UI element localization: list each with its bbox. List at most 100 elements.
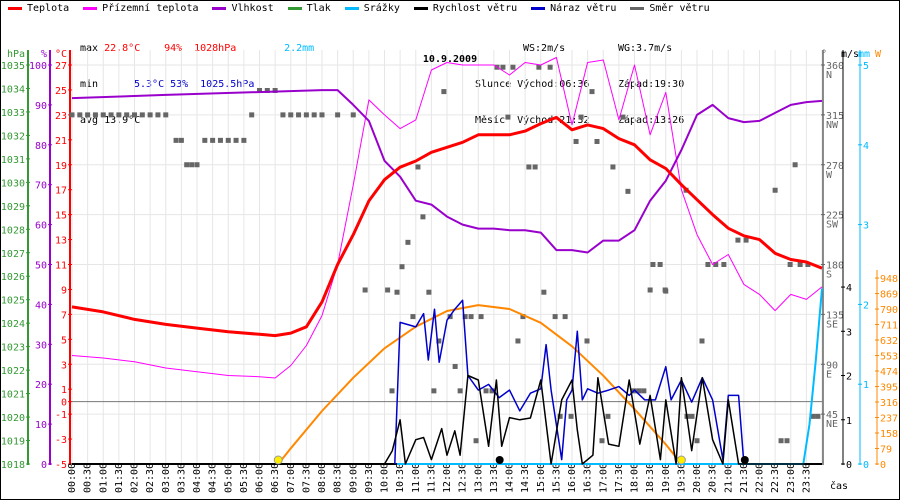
x-tick-label: 10:30 bbox=[395, 463, 406, 493]
direction-compass-label: W bbox=[826, 170, 833, 181]
wind-direction-point bbox=[599, 438, 605, 444]
pressure-tick-label: 1024 bbox=[1, 319, 25, 330]
legend-swatch bbox=[630, 7, 645, 10]
temperature-tick-label: 23 bbox=[55, 111, 67, 122]
wind-direction-point bbox=[536, 64, 542, 70]
x-tick-label: 02:00 bbox=[130, 463, 141, 493]
astro-block-right: WG:3.7m/s Západ:19:30 Západ:13:26 bbox=[618, 19, 684, 139]
wind-direction-point bbox=[541, 289, 547, 295]
temperature-axis-unit: °C bbox=[55, 49, 67, 60]
legend: Teplota Přízemní teplota Vlhkost Tlak Srážky… bbox=[8, 3, 724, 14]
wind-direction-point bbox=[650, 262, 656, 267]
legend-label: Náraz větru bbox=[550, 3, 617, 14]
wind-tick-label: 4 bbox=[846, 283, 852, 294]
x-tick-label: 07:30 bbox=[301, 463, 312, 493]
ws-row: WS:2m/s bbox=[523, 43, 589, 55]
wind-direction-point bbox=[108, 112, 114, 118]
legend-swatch bbox=[83, 7, 98, 10]
moonrise-marker bbox=[740, 456, 749, 464]
solar-tick-label: 79 bbox=[880, 445, 892, 456]
wind-direction-point bbox=[280, 112, 286, 118]
direction-compass-label: N bbox=[826, 70, 832, 81]
temperature-tick-label: 7 bbox=[61, 310, 67, 321]
legend-swatch bbox=[212, 7, 227, 10]
x-tick-label: 18:30 bbox=[645, 463, 656, 493]
temperature-tick-label: 5 bbox=[61, 335, 67, 346]
wind-direction-point bbox=[699, 338, 705, 344]
temperature-tick-label: 27 bbox=[55, 61, 67, 72]
wind-direction-point bbox=[489, 388, 495, 394]
x-tick-label: 21:00 bbox=[723, 463, 734, 493]
sun-row: Slunce Východ:06:36 bbox=[475, 79, 589, 91]
rain-tick-label: 2 bbox=[863, 300, 869, 311]
direction-compass-label: E bbox=[826, 369, 832, 380]
wind-direction-point bbox=[194, 162, 200, 168]
x-tick-label: 12:30 bbox=[458, 463, 469, 493]
direction-tick-label: 135 bbox=[826, 310, 844, 321]
wind-direction-point bbox=[452, 363, 458, 369]
humidity-tick-label: 30 bbox=[35, 340, 47, 351]
legend-item: Srážky bbox=[344, 3, 400, 14]
moonrise-time: Východ:21:32 bbox=[517, 115, 590, 126]
direction-compass-label: NE bbox=[826, 419, 838, 430]
temperature-tick-label: 9 bbox=[61, 285, 67, 296]
wind-direction-point bbox=[420, 214, 426, 220]
series-line-slune-n-z-en- bbox=[277, 304, 683, 465]
rain-tick-label: 3 bbox=[863, 221, 869, 232]
chart-title: 10.9.2009 bbox=[423, 54, 477, 65]
x-tick-label: 03:30 bbox=[176, 463, 187, 493]
humidity-tick-label: 0 bbox=[41, 460, 47, 471]
x-axis-label: čas bbox=[830, 480, 848, 492]
rain-tick-label: 5 bbox=[863, 61, 869, 72]
wind-direction-point bbox=[225, 137, 231, 143]
pressure-tick-label: 1029 bbox=[1, 202, 25, 213]
x-tick-label: 18:00 bbox=[630, 463, 641, 493]
wind-direction-point bbox=[620, 114, 626, 120]
x-tick-label: 01:00 bbox=[98, 463, 109, 493]
x-tick-label: 16:30 bbox=[583, 463, 594, 493]
wind-direction-point bbox=[573, 138, 579, 144]
solar-tick-label: 0 bbox=[880, 460, 886, 471]
humidity-tick-label: 70 bbox=[35, 181, 47, 192]
solar-tick-label: 395 bbox=[880, 383, 898, 394]
wind-direction-point bbox=[233, 137, 239, 143]
x-tick-label: 19:30 bbox=[676, 463, 687, 493]
wind-direction-point bbox=[713, 262, 719, 267]
moonset-time: Západ:13:26 bbox=[618, 115, 685, 126]
direction-compass-label: NW bbox=[826, 120, 839, 131]
x-tick-label: 06:30 bbox=[270, 463, 281, 493]
wind-direction-point bbox=[787, 262, 793, 267]
x-tick-label: 17:00 bbox=[598, 463, 609, 493]
max-rain: 2.2mm bbox=[284, 43, 315, 54]
humidity-tick-label: 10 bbox=[35, 420, 47, 431]
humidity-tick-label: 20 bbox=[35, 380, 47, 391]
temperature-tick-label: 11 bbox=[55, 261, 67, 272]
legend-item: Přízemní teplota bbox=[83, 3, 198, 14]
wind-tick-label: 1 bbox=[846, 416, 852, 427]
x-tick-label: 11:00 bbox=[411, 463, 422, 493]
wind-direction-point bbox=[436, 338, 442, 344]
pressure-tick-label: 1031 bbox=[1, 155, 25, 166]
x-tick-label: 23:30 bbox=[801, 463, 812, 493]
wind-direction-point bbox=[772, 187, 778, 193]
wind-tick-label: 2 bbox=[846, 372, 852, 383]
wind-direction-point bbox=[85, 112, 91, 118]
wind-direction-point bbox=[362, 287, 368, 293]
wind-direction-point bbox=[721, 262, 727, 267]
temperature-tick-label: 1 bbox=[61, 385, 67, 396]
direction-compass-label: SE bbox=[826, 319, 838, 330]
stats-max-row: max 22.8°C 94% 1028hPa 2.2mm bbox=[80, 43, 314, 55]
moon-label: Měsíc bbox=[475, 115, 506, 126]
solar-tick-label: 869 bbox=[880, 290, 898, 301]
temperature-tick-label: 19 bbox=[55, 161, 67, 172]
temperature-tick-label: 0 bbox=[61, 398, 67, 409]
x-tick-label: 06:00 bbox=[255, 463, 266, 493]
moon-row: Měsíc Východ:21:32 bbox=[475, 115, 589, 127]
wind-direction-point bbox=[264, 87, 270, 93]
wind-direction-point bbox=[77, 112, 83, 118]
direction-compass-label: SW bbox=[826, 220, 839, 231]
humidity-axis-unit: % bbox=[41, 49, 47, 60]
legend-label: Srážky bbox=[363, 3, 400, 14]
legend-label: Tlak bbox=[306, 3, 331, 14]
series-line-teplota bbox=[71, 115, 823, 338]
